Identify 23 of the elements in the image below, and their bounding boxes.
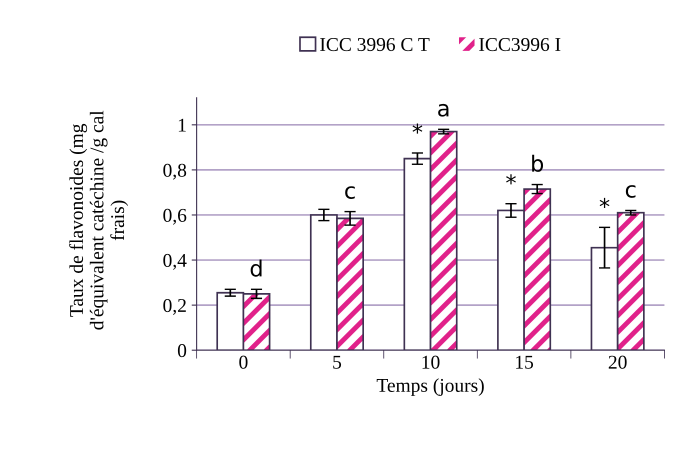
x-tick-label: 10 — [422, 356, 440, 369]
annotation: d — [250, 260, 262, 277]
x-tick-label: 5 — [333, 356, 342, 369]
y-tick-label: 0,2 — [163, 298, 186, 315]
annotation: * — [506, 174, 516, 184]
x-axis-title: Temps (jours) — [376, 378, 484, 396]
annotation: * — [600, 198, 610, 208]
annotation: c — [345, 186, 355, 199]
annotation: c — [626, 185, 636, 198]
y-tick-label: 1 — [178, 118, 186, 132]
y-tick-label: 0,4 — [163, 254, 187, 270]
y-tick-label: 0,8 — [163, 164, 186, 180]
x-tick-label: 0 — [239, 356, 248, 369]
y-axis-title: Taux de flavonoides (mg d'équivalent catéchine /g cal frais) — [69, 110, 128, 330]
legend-label: ICC3996 I — [479, 38, 560, 52]
x-tick-label: 20 — [608, 356, 627, 369]
annotation: a — [438, 104, 448, 117]
annotation: b — [532, 154, 544, 172]
legend-label: ICC 3996 C T — [320, 38, 430, 52]
annotation: * — [412, 124, 422, 134]
x-tick-label: 15 — [516, 356, 534, 369]
y-tick-label: 0 — [178, 344, 186, 358]
y-tick-label: 0,6 — [163, 208, 186, 225]
